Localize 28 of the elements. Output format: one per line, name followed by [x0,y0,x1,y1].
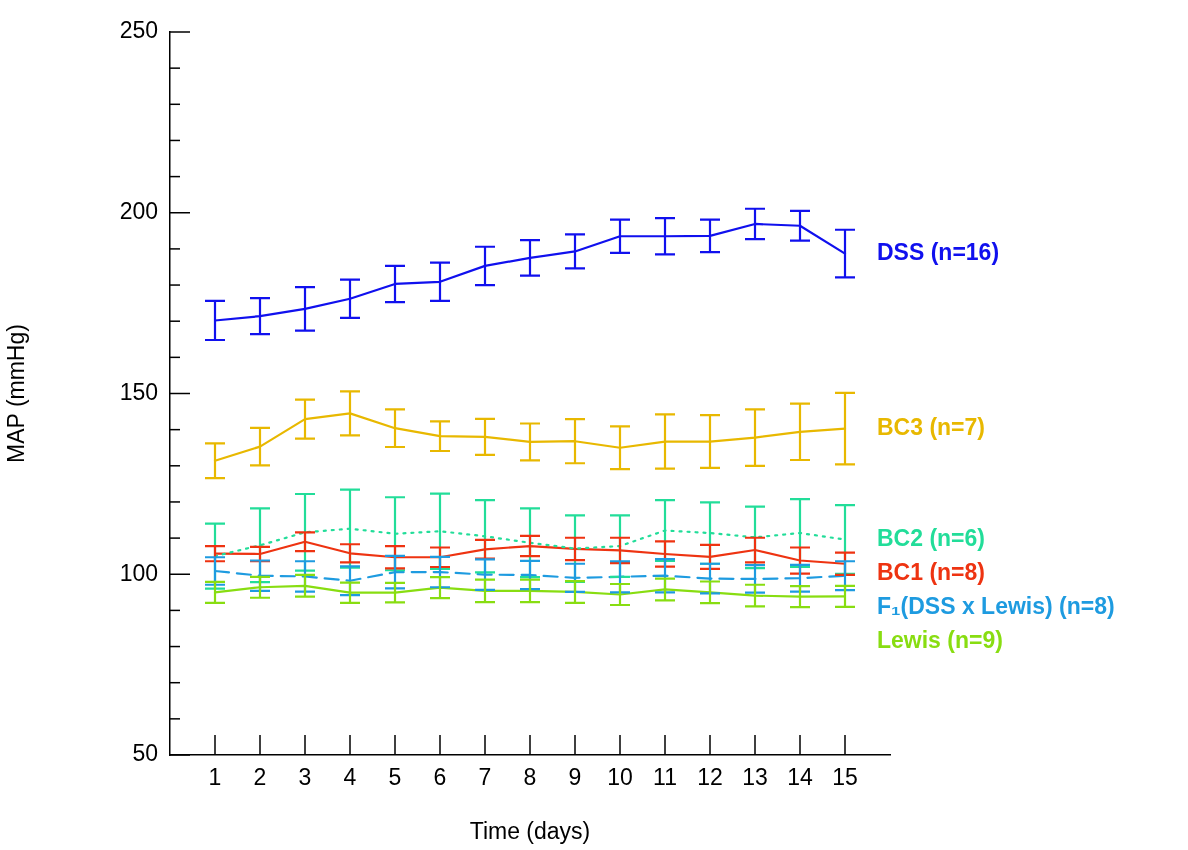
series-label: Lewis (n=9) [877,626,1003,653]
x-tick-label: 9 [568,764,582,791]
x-tick-label: 3 [298,764,312,791]
series-label: DSS (n=16) [877,238,1000,265]
series-label: F₁(DSS x Lewis) (n=8) [877,592,1115,619]
x-tick-label: 15 [832,764,858,791]
x-tick-label: 13 [742,764,768,791]
x-tick-label: 10 [607,764,633,791]
x-tick-label: 7 [478,764,492,791]
x-tick-label: 6 [433,764,447,791]
y-tick-label: 250 [119,17,158,44]
series-label: BC2 (n=6) [877,524,985,551]
x-tick-label: 14 [787,764,813,791]
x-tick-label: 8 [523,764,537,791]
x-tick-label: 5 [388,764,402,791]
y-axis-title: MAP (mmHg) [3,324,30,463]
x-tick-label: 11 [653,764,677,791]
series-label: BC3 (n=7) [877,413,985,440]
y-tick-label: 150 [119,378,158,405]
x-tick-label: 1 [208,764,222,791]
x-tick-label: 4 [343,764,357,791]
x-tick-label: 12 [697,764,723,791]
x-tick-label: 2 [253,764,267,791]
y-tick-label: 100 [119,559,158,586]
x-axis-title: Time (days) [469,817,591,844]
y-tick-label: 50 [132,740,158,767]
series-label: BC1 (n=8) [877,558,985,585]
y-tick-label: 200 [119,198,158,225]
